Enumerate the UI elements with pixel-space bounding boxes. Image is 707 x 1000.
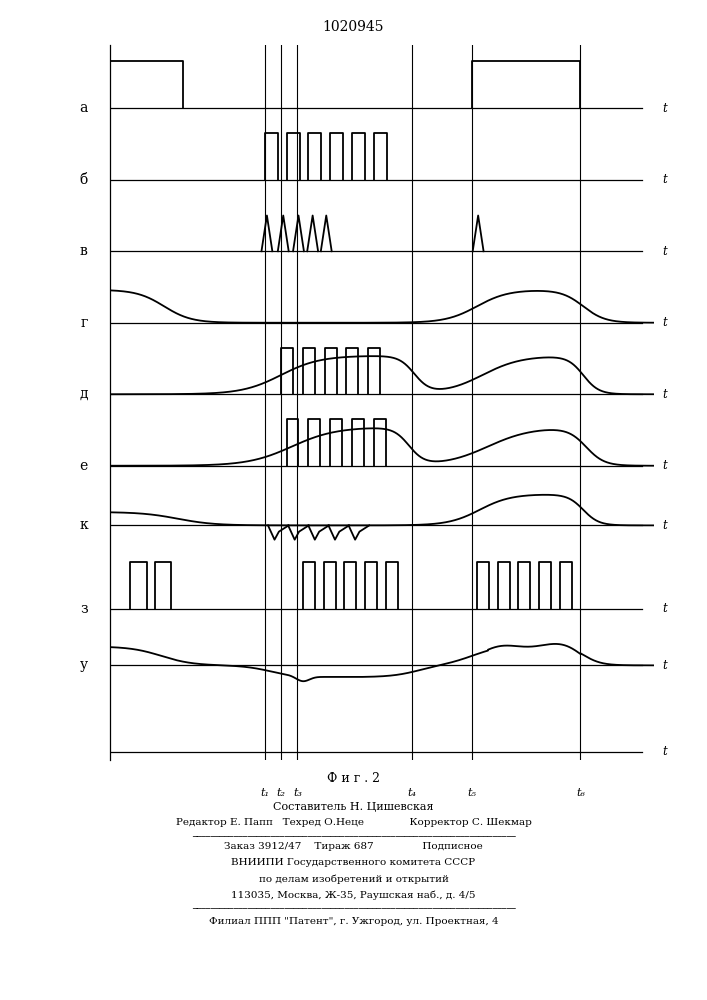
Text: t₂: t₂ [276, 788, 286, 798]
Text: у: у [80, 658, 88, 672]
Text: ──────────────────────────────────────────────────────────────────────: ────────────────────────────────────────… [192, 903, 515, 912]
Text: t: t [662, 173, 667, 186]
Text: t₁: t₁ [260, 788, 269, 798]
Text: Составитель Н. Цишевская: Составитель Н. Цишевская [273, 802, 434, 812]
Text: б: б [80, 173, 88, 187]
Text: д: д [79, 387, 88, 401]
Text: t: t [662, 745, 667, 758]
Text: к: к [79, 518, 88, 532]
Text: Заказ 3912/47    Тираж 687               Подписное: Заказ 3912/47 Тираж 687 Подписное [224, 842, 483, 851]
Text: г: г [81, 316, 88, 330]
Text: t₃: t₃ [293, 788, 302, 798]
Text: 113035, Москва, Ж-35, Раушская наб., д. 4/5: 113035, Москва, Ж-35, Раушская наб., д. … [231, 890, 476, 900]
Text: t: t [662, 519, 667, 532]
Text: t₅: t₅ [467, 788, 476, 798]
Text: t₄: t₄ [407, 788, 416, 798]
Text: t: t [662, 602, 667, 615]
Text: Филиал ППП "Патент", г. Ужгород, ул. Проектная, 4: Филиал ППП "Патент", г. Ужгород, ул. Про… [209, 917, 498, 926]
Text: Редактор Е. Папп   Техред О.Неце              Корректор С. Шекмар: Редактор Е. Папп Техред О.Неце Корректор… [175, 818, 532, 827]
Text: е: е [80, 459, 88, 473]
Text: а: а [79, 101, 88, 115]
Text: з: з [80, 602, 88, 616]
Text: t: t [662, 659, 667, 672]
Text: t₆: t₆ [576, 788, 585, 798]
Text: t: t [662, 102, 667, 115]
Text: t: t [662, 245, 667, 258]
Text: ──────────────────────────────────────────────────────────────────────: ────────────────────────────────────────… [192, 831, 515, 840]
Text: t: t [662, 316, 667, 329]
Text: t: t [662, 459, 667, 472]
Text: ВНИИПИ Государственного комитета СССР: ВНИИПИ Государственного комитета СССР [231, 858, 476, 867]
Text: в: в [80, 244, 88, 258]
Text: Ф и г . 2: Ф и г . 2 [327, 772, 380, 785]
Text: 1020945: 1020945 [323, 20, 384, 34]
Text: по делам изобретений и открытий: по делам изобретений и открытий [259, 874, 448, 884]
Text: t: t [662, 388, 667, 401]
